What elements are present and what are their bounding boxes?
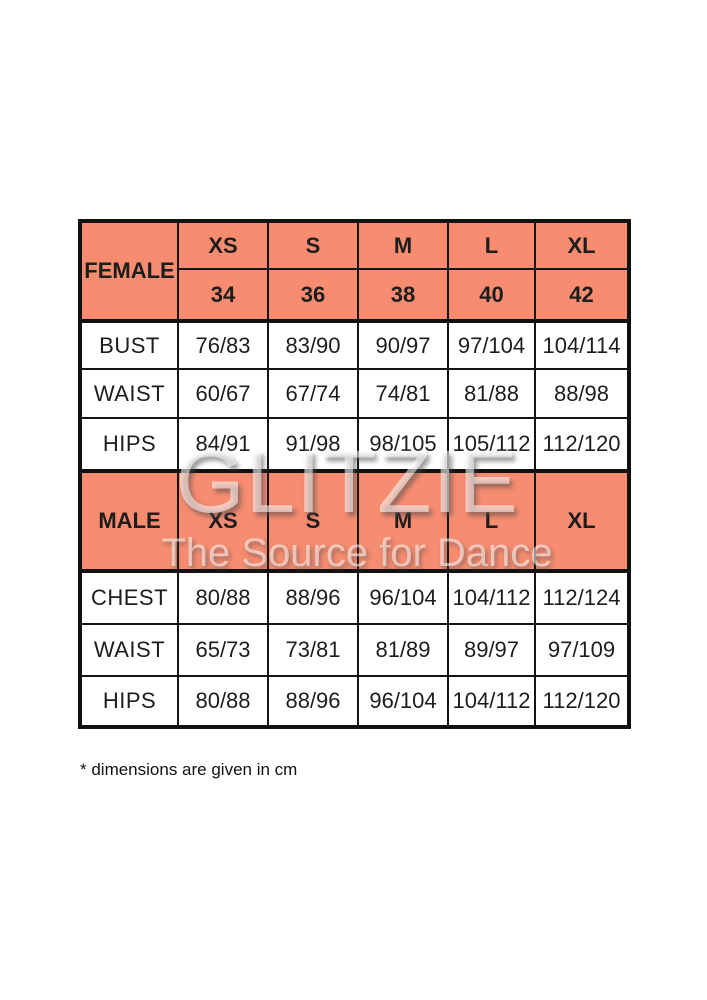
- value-cell: 98/105: [357, 417, 449, 472]
- value-cell: 97/104: [447, 319, 536, 370]
- row-label-waist: WAIST: [79, 623, 179, 677]
- value-cell: 90/97: [357, 319, 449, 370]
- row-label-hips: HIPS: [79, 675, 179, 728]
- value-cell: 88/96: [267, 569, 359, 625]
- female-size-number-36: 36: [267, 268, 359, 322]
- female-bust-row: BUST 76/83 83/90 90/97 97/104 104/114: [79, 319, 630, 370]
- value-cell: 80/88: [177, 675, 269, 728]
- value-cell: 74/81: [357, 368, 449, 419]
- row-label-bust: BUST: [79, 319, 179, 370]
- male-size-xs: XS: [177, 469, 269, 572]
- footnote: * dimensions are given in cm: [80, 760, 298, 779]
- value-cell: 89/97: [447, 623, 536, 677]
- value-cell: 84/91: [177, 417, 269, 472]
- female-section-label: FEMALE: [79, 220, 179, 322]
- female-size-s: S: [267, 220, 359, 270]
- male-waist-row: WAIST 65/73 73/81 81/89 89/97 97/109: [79, 623, 630, 677]
- male-section-label: MALE: [79, 469, 179, 572]
- value-cell: 80/88: [177, 569, 269, 625]
- row-label-chest: CHEST: [79, 569, 179, 625]
- row-label-hips: HIPS: [79, 417, 179, 472]
- value-cell: 105/112: [447, 417, 536, 472]
- row-label-waist: WAIST: [79, 368, 179, 419]
- value-cell: 88/98: [534, 368, 630, 419]
- female-header-row: FEMALE XS S M L XL: [79, 220, 630, 322]
- value-cell: 81/89: [357, 623, 449, 677]
- value-cell: 97/109: [534, 623, 630, 677]
- female-size-number-34: 34: [177, 268, 269, 322]
- female-size-xl: XL: [534, 220, 630, 270]
- male-size-l: L: [447, 469, 536, 572]
- female-size-xs: XS: [177, 220, 269, 270]
- value-cell: 83/90: [267, 319, 359, 370]
- male-chest-row: CHEST 80/88 88/96 96/104 104/112 112/124: [79, 569, 630, 625]
- value-cell: 96/104: [357, 675, 449, 728]
- value-cell: 81/88: [447, 368, 536, 419]
- value-cell: 112/120: [534, 675, 630, 728]
- size-chart-table: FEMALE XS S M L XL 34 36 38 40 42 BUST 7…: [78, 219, 631, 729]
- value-cell: 112/120: [534, 417, 630, 472]
- value-cell: 60/67: [177, 368, 269, 419]
- male-header-row: MALE XS S M L XL: [79, 469, 630, 572]
- value-cell: 91/98: [267, 417, 359, 472]
- male-size-s: S: [267, 469, 359, 572]
- female-size-number-38: 38: [357, 268, 449, 322]
- male-size-m: M: [357, 469, 449, 572]
- female-size-number-40: 40: [447, 268, 536, 322]
- value-cell: 96/104: [357, 569, 449, 625]
- female-size-number-row: 34 36 38 40 42: [80, 268, 630, 322]
- value-cell: 76/83: [177, 319, 269, 370]
- value-cell: 67/74: [267, 368, 359, 419]
- female-size-l: L: [447, 220, 536, 270]
- value-cell: 104/112: [447, 675, 536, 728]
- female-size-m: M: [357, 220, 449, 270]
- value-cell: 88/96: [267, 675, 359, 728]
- female-waist-row: WAIST 60/67 67/74 74/81 81/88 88/98: [79, 368, 630, 419]
- male-size-xl: XL: [534, 469, 630, 572]
- female-size-number-42: 42: [534, 268, 630, 322]
- female-hips-row: HIPS 84/91 91/98 98/105 105/112 112/120: [79, 417, 630, 472]
- value-cell: 104/114: [534, 319, 630, 370]
- value-cell: 104/112: [447, 569, 536, 625]
- value-cell: 112/124: [534, 569, 630, 625]
- value-cell: 73/81: [267, 623, 359, 677]
- value-cell: 65/73: [177, 623, 269, 677]
- male-hips-row: HIPS 80/88 88/96 96/104 104/112 112/120: [79, 675, 630, 728]
